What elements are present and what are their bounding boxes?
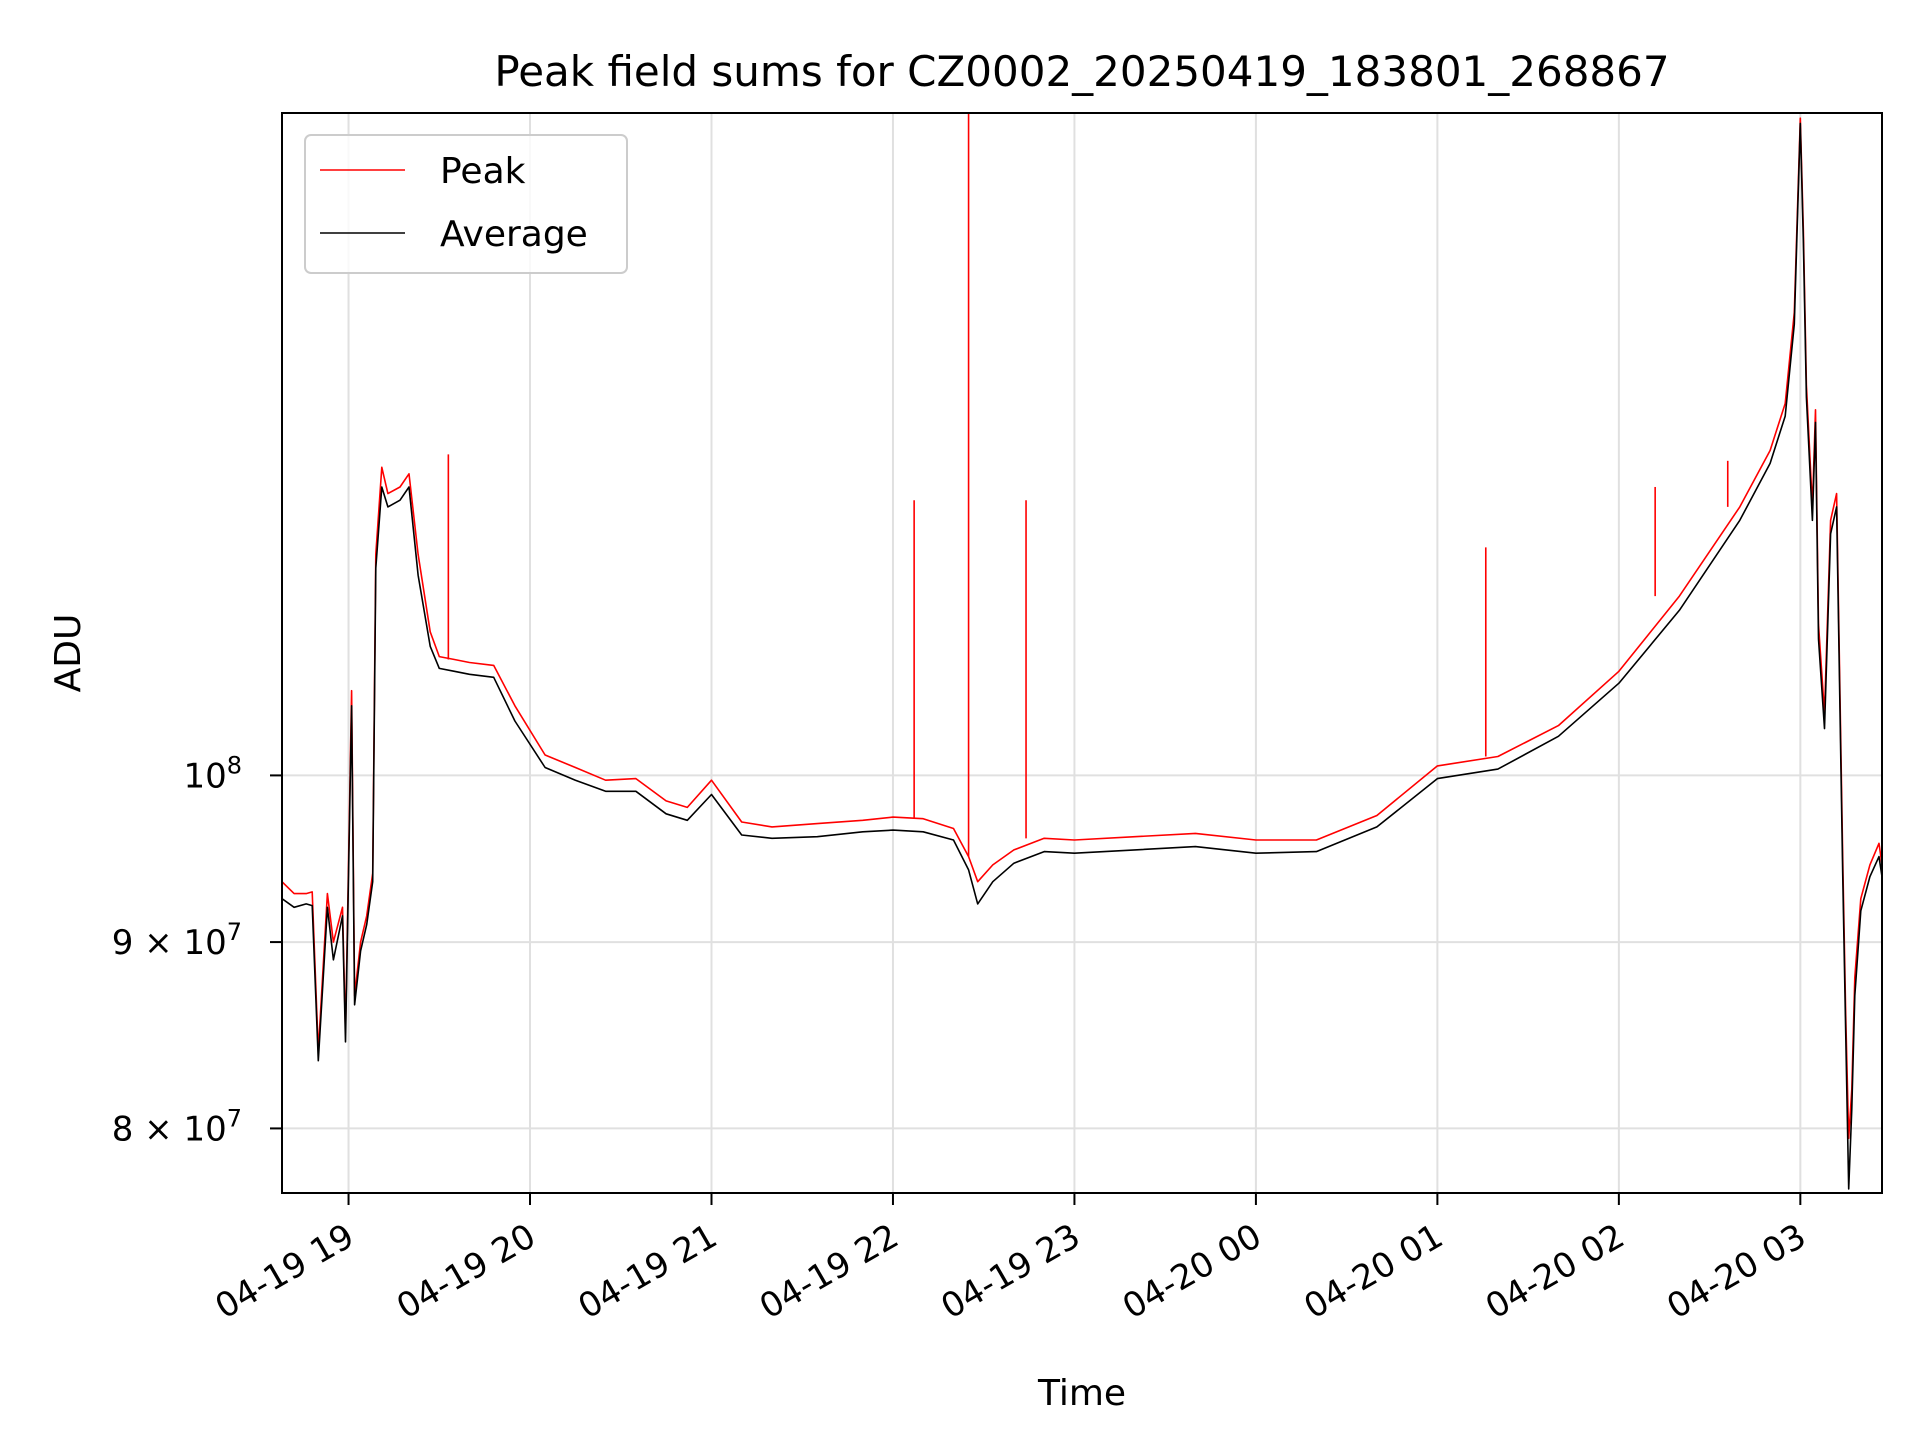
y-tick-label: 9 × 107 — [112, 918, 242, 963]
legend-label-peak: Peak — [440, 151, 526, 192]
series-line-average — [282, 122, 1882, 1190]
plot-area — [282, 113, 1882, 1190]
y-tick-label-exponent: 8 — [227, 751, 242, 779]
axes-frame — [281, 112, 1883, 1194]
legend: Peak Average — [304, 134, 628, 274]
y-tick-label-base: 10 — [183, 756, 226, 796]
grid-lines — [282, 113, 1882, 1193]
legend-label-average: Average — [440, 214, 588, 255]
chart-title: Peak field sums for CZ0002_20250419_1838… — [494, 47, 1669, 96]
series-layer — [282, 113, 1882, 1190]
y-tick-label-base: 9 × 10 — [112, 923, 227, 963]
y-tick-label-base: 8 × 10 — [112, 1109, 227, 1149]
y-tick-label: 8 × 107 — [112, 1104, 242, 1149]
x-axis-label: Time — [1037, 1373, 1126, 1414]
y-tick-label: 108 — [183, 751, 242, 796]
y-tick-label-exponent: 7 — [227, 918, 242, 946]
y-tick-label-exponent: 7 — [227, 1104, 242, 1132]
y-axis-label: ADU — [48, 614, 89, 693]
